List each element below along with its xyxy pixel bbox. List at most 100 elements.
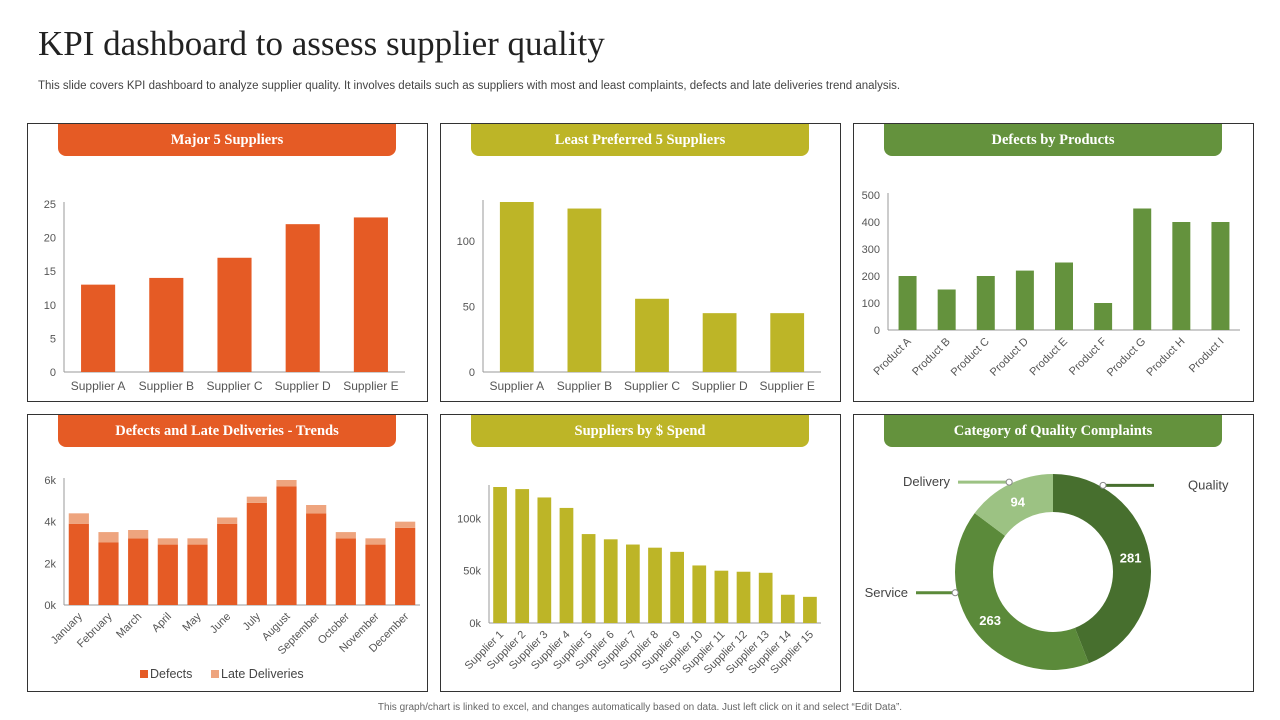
panel-defects-by-products: 0 100 200 300 400 500 Product A Product B Produc…: [853, 123, 1254, 402]
x-tick-label: Supplier C: [624, 379, 680, 393]
callout-dot: [1005, 478, 1013, 486]
y-tick-label: 5: [50, 333, 56, 345]
bar-defects: [306, 513, 327, 605]
x-tick-label: May: [180, 610, 204, 634]
data-label: 94: [1010, 494, 1025, 509]
panel-title: Least Preferred 5 Suppliers: [471, 124, 809, 156]
x-tick-label: March: [114, 611, 144, 641]
bar: [285, 224, 320, 372]
x-tick-label: Product A: [871, 335, 914, 378]
bar: [670, 551, 684, 623]
bar-late-deliveries: [395, 521, 416, 528]
donut-slice-quality: [1053, 474, 1151, 664]
x-tick-label: Product I: [1187, 336, 1227, 376]
bar-defects: [246, 502, 267, 605]
y-tick-label: 2k: [44, 558, 56, 570]
x-tick-label: Product G: [1105, 336, 1149, 380]
bar: [515, 489, 530, 623]
y-tick-label: 10: [44, 300, 56, 312]
x-tick-label: Product D: [988, 336, 1031, 379]
x-tick-label: Supplier B: [557, 379, 612, 393]
chart-major-suppliers[interactable]: 0 5 10 15 20 25 Supplier A Supplier B Supplier C…: [28, 124, 429, 403]
x-tick-label: Supplier C: [206, 379, 262, 393]
bar: [567, 208, 602, 372]
bar-late-deliveries: [217, 517, 238, 524]
x-tick-label: Product F: [1067, 335, 1109, 377]
y-tick-label: 15: [44, 266, 56, 278]
donut-inner-ring: [993, 512, 1113, 632]
bar: [714, 570, 729, 623]
bar: [780, 594, 795, 623]
bar-late-deliveries: [246, 496, 267, 503]
legend-swatch: [211, 670, 219, 678]
bar-late-deliveries: [68, 513, 89, 524]
y-tick-label: 0k: [44, 600, 56, 612]
panel-least-preferred-suppliers: 0 50 100 Supplier A Supplier B Supplier C Supp…: [440, 123, 841, 402]
x-tick-label: Product C: [949, 336, 992, 379]
panel-major-suppliers: 0 5 10 15 20 25 Supplier A Supplier B Supplier C…: [27, 123, 428, 402]
bar: [149, 277, 184, 372]
x-tick-label: Supplier E: [760, 379, 815, 393]
callout-dot: [1099, 481, 1107, 489]
bar-late-deliveries: [187, 538, 208, 545]
donut-slice-service: [955, 513, 1089, 670]
bar: [603, 539, 618, 623]
bar-defects: [395, 527, 416, 605]
x-tick-label: Product E: [1027, 336, 1070, 379]
legend-label: Late Deliveries: [221, 667, 304, 681]
y-tick-label: 25: [44, 199, 56, 211]
bar-defects: [128, 538, 149, 605]
panel-quality-complaints: 281 263 94 Quality Service Delivery Category …: [853, 414, 1254, 692]
panel-title: Major 5 Suppliers: [58, 124, 396, 156]
bar: [499, 202, 534, 372]
x-tick-label: Supplier D: [275, 379, 331, 393]
bar: [702, 313, 737, 372]
bar-late-deliveries: [276, 480, 297, 487]
bar-late-deliveries: [128, 530, 149, 539]
donut-slice-delivery: [974, 474, 1053, 536]
bar-defects: [98, 542, 119, 605]
bar-late-deliveries: [365, 538, 386, 545]
x-tick-label: Product H: [1144, 336, 1187, 379]
bar: [1172, 222, 1191, 330]
bar: [493, 487, 507, 623]
callout-label: Delivery: [903, 474, 950, 489]
bar: [976, 276, 995, 330]
page-title: KPI dashboard to assess supplier quality: [38, 24, 605, 63]
bar: [353, 217, 388, 372]
chart-least-preferred-suppliers[interactable]: 0 50 100 Supplier A Supplier B Supplier C Supp…: [441, 124, 842, 403]
y-tick-label: 6k: [44, 475, 56, 487]
bar-defects: [187, 544, 208, 605]
bar: [217, 257, 252, 372]
legend-item: Late Deliveries: [211, 667, 304, 681]
y-tick-label: 20: [44, 233, 56, 245]
page-subtitle: This slide covers KPI dashboard to analy…: [38, 80, 901, 92]
x-tick-label: Supplier E: [343, 379, 398, 393]
bar: [692, 565, 707, 623]
panel-title: Defects and Late Deliveries - Trends: [58, 415, 396, 447]
bar-late-deliveries: [98, 532, 119, 543]
panel-defects-late-deliveries: 0k 2k 4k 6k January February March April May June…: [27, 414, 428, 692]
legend-item: Defects: [140, 667, 192, 681]
data-label: 281: [1120, 550, 1142, 565]
bar-defects: [217, 523, 238, 605]
x-tick-label: Supplier D: [692, 379, 748, 393]
y-tick-label: 4k: [44, 517, 56, 529]
footer-note: This graph/chart is linked to excel, and…: [377, 702, 903, 713]
bar: [626, 544, 640, 623]
y-tick-label: 400: [862, 217, 880, 229]
y-tick-label: 0: [50, 367, 56, 379]
panel-title: Suppliers by $ Spend: [471, 415, 809, 447]
bar: [1015, 270, 1034, 330]
bar-late-deliveries: [157, 538, 178, 545]
bar: [581, 534, 596, 623]
x-tick-label: Product B: [910, 336, 953, 379]
panel-title: Defects by Products: [884, 124, 1222, 156]
bar: [648, 547, 662, 623]
bar-defects: [365, 544, 386, 605]
bar: [559, 507, 574, 623]
chart-quality-complaints[interactable]: 281 263 94 Quality Service Delivery: [854, 415, 1255, 693]
